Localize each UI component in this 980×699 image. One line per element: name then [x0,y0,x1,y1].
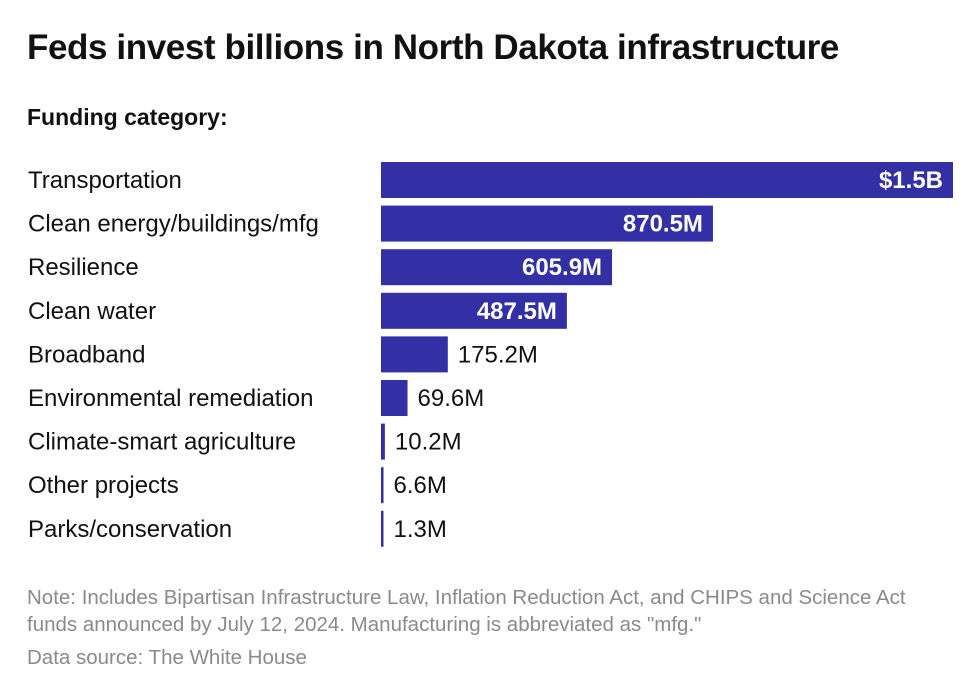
data-label: 605.9M [522,254,602,281]
category-label: Clean water [28,298,156,325]
category-label: Transportation [28,167,182,194]
chart-subtitle: Funding category: [27,104,228,130]
bar [381,380,408,416]
data-label: 870.5M [623,211,703,238]
bar [381,249,613,286]
data-label: 175.2M [458,341,538,368]
bar [381,162,953,198]
category-label: Other projects [28,472,179,499]
bar [381,205,713,242]
chart-note: Note: Includes Bipartisan Infrastructure… [27,586,906,636]
category-label: Parks/conservation [28,516,232,543]
data-label: 1.3M [394,516,447,543]
category-label: Climate-smart agriculture [28,429,296,456]
bar-chart: Transportation $1.5B Clean energy/building… [28,162,953,547]
bar [381,510,384,547]
data-label: $1.5B [879,167,943,194]
category-label: Environmental remediation [28,385,313,412]
chart-title: Feds invest billions in North Dakota inf… [27,28,839,67]
category-label: Clean energy/buildings/mfg [28,211,319,238]
bar [381,467,384,504]
category-label: Broadband [28,341,145,368]
data-label: 10.2M [395,429,462,456]
bar [381,292,567,329]
data-label: 6.6M [394,472,447,499]
bar [381,336,448,373]
data-label: 69.6M [418,385,485,412]
data-label: 487.5M [477,298,557,325]
bar [381,423,385,460]
data-source: Data source: The White House [27,646,307,669]
category-label: Resilience [28,254,139,281]
